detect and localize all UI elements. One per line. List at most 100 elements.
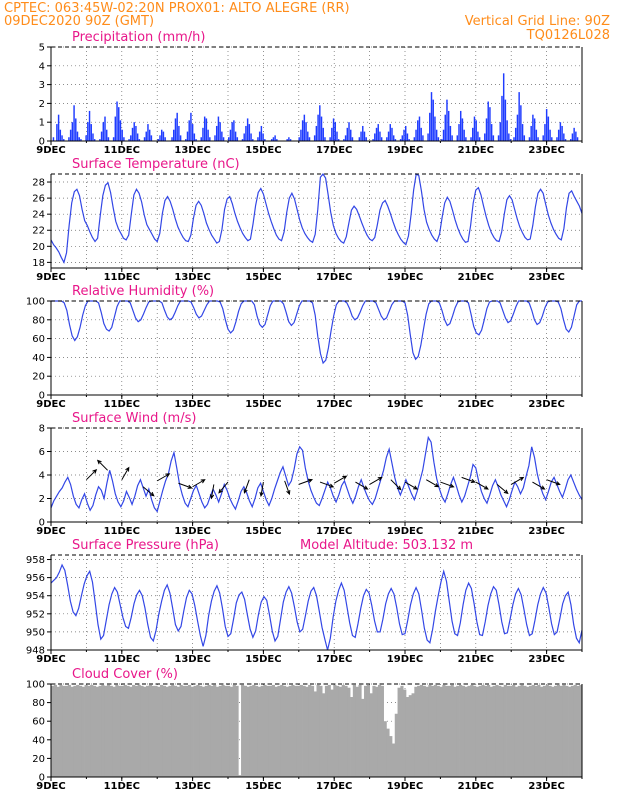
precip-bar [76, 131, 79, 141]
y-tick-label: 40 [32, 353, 45, 364]
cloud-bar [453, 686, 457, 777]
precip-bar [530, 125, 532, 141]
cloud-bar [520, 684, 524, 777]
cloud-bar [171, 684, 175, 777]
precip-bar [504, 99, 507, 141]
precip-bar [233, 120, 235, 141]
precip-bar [497, 135, 500, 141]
cloud-bar [257, 686, 262, 777]
precip-bar [148, 129, 151, 141]
precip-bar [209, 137, 211, 141]
wind-arrow [284, 480, 291, 496]
cloud-bar [53, 684, 57, 777]
wind-series-line [50, 435, 583, 513]
precip-bar [289, 139, 292, 141]
x-tick-label: 21DEC [458, 272, 494, 283]
precip-bar [532, 114, 534, 141]
cloud-bar [313, 691, 317, 777]
cloud-bar [132, 684, 136, 777]
cloud-bar [478, 685, 482, 777]
precip-panel: 0 1 2 3 4 5 9DEC 11DEC 13DEC 15DEC 17DEC 19DEC 21DEC… [36, 30, 583, 156]
precip-bar [207, 129, 209, 141]
wind-arrow [319, 481, 335, 488]
cloud-bar [461, 685, 466, 777]
y-tick-label: 952 [26, 609, 45, 620]
precip-bar [236, 137, 239, 141]
precip-bar [547, 116, 550, 141]
x-tick-label: 11DEC [104, 654, 140, 665]
cloud-bar [537, 684, 541, 777]
precip-bar [331, 127, 333, 141]
precip-bar [298, 137, 300, 141]
precip-bar [375, 127, 378, 141]
precip-bar [418, 116, 421, 141]
precip-bar [573, 127, 575, 141]
cloud-bar [185, 685, 189, 777]
cloud-bar [386, 728, 390, 777]
precip-bar [449, 125, 452, 141]
precip-bar [556, 137, 558, 141]
precip-bar [427, 133, 429, 141]
panel-frame [50, 301, 583, 396]
cloud-bar [358, 684, 362, 777]
cloud-bar [241, 684, 245, 777]
precip-bar [191, 124, 194, 141]
y-tick-label: 958 [26, 555, 45, 566]
precip-bar [78, 137, 80, 141]
cloud-bar [389, 736, 393, 777]
precip-bar [121, 129, 123, 141]
y-tick-label: 4 [39, 471, 45, 482]
y-tick-label: 60 [32, 334, 45, 345]
cloud-bar [333, 684, 337, 777]
y-tick-label: 26 [32, 194, 45, 205]
cloud-bar [104, 685, 108, 777]
precip-bar [379, 131, 381, 141]
cloud-bar [319, 685, 323, 777]
cloud-bar [534, 685, 538, 777]
wind-arrow [546, 479, 561, 486]
precip-bar [344, 135, 347, 141]
precip-bar [336, 131, 338, 141]
y-tick-label: 0 [39, 518, 45, 529]
precip-bar [413, 137, 416, 141]
precip-bar [229, 129, 232, 141]
cloud-bar [263, 684, 267, 777]
cloud-bar [173, 685, 178, 777]
precip-bar [59, 129, 62, 141]
precip-bar [490, 124, 493, 141]
precip-bar [274, 135, 276, 141]
precip-bar [518, 92, 520, 141]
precip-bar [408, 139, 410, 141]
precip-bar [320, 116, 323, 141]
cloud-bar [182, 685, 186, 777]
cloud-bar [470, 684, 474, 777]
cloud-bar [436, 685, 440, 777]
cloud-bar [87, 685, 91, 777]
temp-title: Surface Temperature (nC) [72, 157, 240, 172]
precip-bar [509, 139, 512, 141]
precip-bar [73, 105, 75, 141]
precip-bar [399, 139, 402, 141]
x-tick-label: 17DEC [316, 654, 352, 665]
x-tick-label: 21DEC [458, 781, 494, 792]
cloud-bar [238, 775, 242, 777]
precip-bar [159, 135, 161, 141]
precip-bar [260, 125, 263, 141]
precip-bar [202, 127, 204, 141]
x-tick-label: 11DEC [104, 781, 140, 792]
precip-bar [143, 137, 146, 141]
x-tick-label: 9DEC [36, 654, 65, 665]
header-grid-line: Vertical Grid Line: 90Z [465, 14, 610, 29]
precip-bar [324, 137, 326, 141]
y-tick-label: 40 [32, 735, 45, 746]
x-tick-label: 15DEC [245, 272, 281, 283]
precip-bar [131, 127, 134, 141]
panel-frame [50, 174, 583, 269]
cloud-bar [67, 684, 71, 777]
wind-arrow [243, 479, 250, 494]
x-tick-label: 9DEC [36, 272, 65, 283]
x-tick-label: 15DEC [245, 781, 281, 792]
precip-bar [52, 137, 55, 141]
cloud-bar [492, 685, 496, 777]
cloud-bar [568, 686, 572, 777]
